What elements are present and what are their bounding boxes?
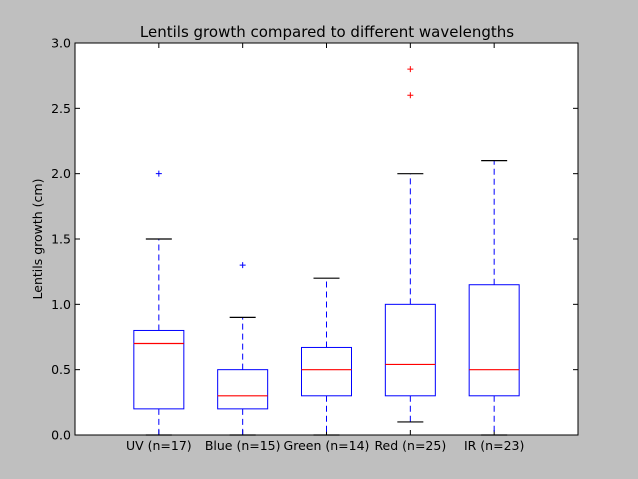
y-axis-label: Lentils growth (cm) bbox=[30, 179, 45, 300]
y-tick-label: 2.5 bbox=[51, 101, 71, 116]
x-tick-label: UV (n=17) bbox=[126, 438, 192, 453]
y-tick-label: 3.0 bbox=[51, 36, 71, 51]
chart-title: Lentils growth compared to different wav… bbox=[140, 23, 514, 41]
y-tick-label: 0.0 bbox=[51, 428, 71, 443]
x-tick-label: Green (n=14) bbox=[284, 438, 370, 453]
iqr-box bbox=[217, 369, 269, 410]
y-tick-label: 1.0 bbox=[51, 297, 71, 312]
iqr-box bbox=[133, 329, 185, 410]
iqr-box bbox=[468, 284, 520, 397]
y-tick-label: 2.0 bbox=[51, 166, 71, 181]
iqr-box bbox=[301, 346, 352, 397]
outlier-point bbox=[407, 66, 414, 73]
outlier-point bbox=[239, 262, 246, 269]
y-tick-label: 1.5 bbox=[51, 232, 71, 247]
outlier-point bbox=[155, 170, 162, 177]
x-tick-label: Red (n=25) bbox=[374, 438, 446, 453]
chart-marks: 0.0 0.5 1.0 1.5 2.0 2.5 3.0 UV (n=17) Blue (n=15… bbox=[51, 36, 578, 453]
y-tick-label: 0.5 bbox=[51, 362, 71, 377]
x-tick-label: Blue (n=15) bbox=[205, 438, 281, 453]
x-tick-label: IR (n=23) bbox=[464, 438, 524, 453]
outlier-point bbox=[407, 92, 414, 99]
iqr-box bbox=[384, 303, 436, 397]
